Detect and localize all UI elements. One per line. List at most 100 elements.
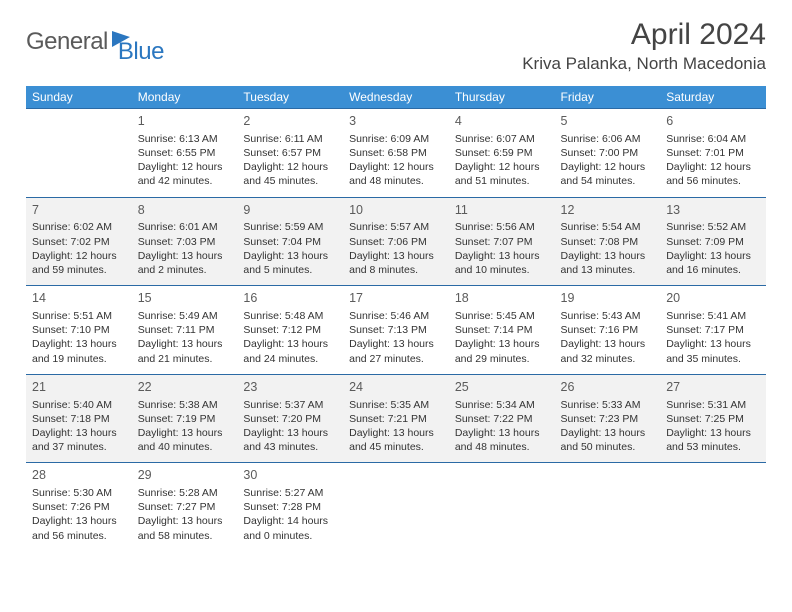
calendar-day-cell: 2Sunrise: 6:11 AMSunset: 6:57 PMDaylight… (237, 109, 343, 198)
day-number: 29 (138, 467, 232, 484)
sunrise-line: Sunrise: 5:45 AM (455, 309, 549, 323)
calendar-day-cell (26, 109, 132, 198)
daylight-line: Daylight: 13 hours and 19 minutes. (32, 337, 126, 365)
calendar-day-cell: 11Sunrise: 5:56 AMSunset: 7:07 PMDayligh… (449, 197, 555, 286)
sunrise-line: Sunrise: 6:06 AM (561, 132, 655, 146)
sunrise-line: Sunrise: 6:11 AM (243, 132, 337, 146)
calendar-day-cell: 3Sunrise: 6:09 AMSunset: 6:58 PMDaylight… (343, 109, 449, 198)
sunrise-line: Sunrise: 6:07 AM (455, 132, 549, 146)
day-number: 24 (349, 379, 443, 396)
page-header: General Blue April 2024 Kriva Palanka, N… (26, 18, 766, 74)
calendar-day-cell: 18Sunrise: 5:45 AMSunset: 7:14 PMDayligh… (449, 286, 555, 375)
calendar-day-cell (343, 463, 449, 551)
daylight-line: Daylight: 13 hours and 48 minutes. (455, 426, 549, 454)
day-number: 20 (666, 290, 760, 307)
daylight-line: Daylight: 14 hours and 0 minutes. (243, 514, 337, 542)
day-number: 10 (349, 202, 443, 219)
daylight-line: Daylight: 12 hours and 51 minutes. (455, 160, 549, 188)
sunrise-line: Sunrise: 5:59 AM (243, 220, 337, 234)
daylight-line: Daylight: 13 hours and 56 minutes. (32, 514, 126, 542)
calendar-week-row: 14Sunrise: 5:51 AMSunset: 7:10 PMDayligh… (26, 286, 766, 375)
sunset-line: Sunset: 7:17 PM (666, 323, 760, 337)
location-subtitle: Kriva Palanka, North Macedonia (522, 54, 766, 74)
daylight-line: Daylight: 13 hours and 53 minutes. (666, 426, 760, 454)
sunrise-line: Sunrise: 5:48 AM (243, 309, 337, 323)
calendar-day-cell: 13Sunrise: 5:52 AMSunset: 7:09 PMDayligh… (660, 197, 766, 286)
logo-text-2: Blue (118, 38, 164, 66)
sunrise-line: Sunrise: 5:54 AM (561, 220, 655, 234)
weekday-header-row: SundayMondayTuesdayWednesdayThursdayFrid… (26, 86, 766, 109)
weekday-header: Sunday (26, 86, 132, 109)
calendar-table: SundayMondayTuesdayWednesdayThursdayFrid… (26, 86, 766, 551)
day-number: 8 (138, 202, 232, 219)
sunrise-line: Sunrise: 5:33 AM (561, 398, 655, 412)
weekday-header: Wednesday (343, 86, 449, 109)
calendar-day-cell (660, 463, 766, 551)
sunset-line: Sunset: 7:22 PM (455, 412, 549, 426)
day-number: 14 (32, 290, 126, 307)
logo: General Blue (26, 18, 164, 66)
day-number: 9 (243, 202, 337, 219)
day-number: 21 (32, 379, 126, 396)
daylight-line: Daylight: 13 hours and 10 minutes. (455, 249, 549, 277)
calendar-day-cell: 29Sunrise: 5:28 AMSunset: 7:27 PMDayligh… (132, 463, 238, 551)
day-number: 16 (243, 290, 337, 307)
sunrise-line: Sunrise: 6:01 AM (138, 220, 232, 234)
sunrise-line: Sunrise: 5:37 AM (243, 398, 337, 412)
sunset-line: Sunset: 7:12 PM (243, 323, 337, 337)
sunset-line: Sunset: 7:04 PM (243, 235, 337, 249)
sunset-line: Sunset: 6:55 PM (138, 146, 232, 160)
daylight-line: Daylight: 13 hours and 2 minutes. (138, 249, 232, 277)
calendar-day-cell: 25Sunrise: 5:34 AMSunset: 7:22 PMDayligh… (449, 374, 555, 463)
day-number: 23 (243, 379, 337, 396)
sunrise-line: Sunrise: 5:57 AM (349, 220, 443, 234)
daylight-line: Daylight: 13 hours and 37 minutes. (32, 426, 126, 454)
daylight-line: Daylight: 13 hours and 35 minutes. (666, 337, 760, 365)
sunset-line: Sunset: 7:01 PM (666, 146, 760, 160)
sunrise-line: Sunrise: 6:13 AM (138, 132, 232, 146)
sunrise-line: Sunrise: 5:38 AM (138, 398, 232, 412)
calendar-day-cell: 5Sunrise: 6:06 AMSunset: 7:00 PMDaylight… (555, 109, 661, 198)
sunset-line: Sunset: 7:00 PM (561, 146, 655, 160)
daylight-line: Daylight: 13 hours and 43 minutes. (243, 426, 337, 454)
day-number: 27 (666, 379, 760, 396)
daylight-line: Daylight: 13 hours and 40 minutes. (138, 426, 232, 454)
calendar-week-row: 1Sunrise: 6:13 AMSunset: 6:55 PMDaylight… (26, 109, 766, 198)
day-number: 3 (349, 113, 443, 130)
calendar-day-cell: 12Sunrise: 5:54 AMSunset: 7:08 PMDayligh… (555, 197, 661, 286)
sunrise-line: Sunrise: 5:52 AM (666, 220, 760, 234)
weekday-header: Saturday (660, 86, 766, 109)
sunset-line: Sunset: 7:16 PM (561, 323, 655, 337)
sunrise-line: Sunrise: 5:35 AM (349, 398, 443, 412)
daylight-line: Daylight: 12 hours and 48 minutes. (349, 160, 443, 188)
sunset-line: Sunset: 7:03 PM (138, 235, 232, 249)
month-title: April 2024 (522, 18, 766, 52)
calendar-body: 1Sunrise: 6:13 AMSunset: 6:55 PMDaylight… (26, 109, 766, 551)
day-number: 12 (561, 202, 655, 219)
sunset-line: Sunset: 6:59 PM (455, 146, 549, 160)
sunset-line: Sunset: 7:20 PM (243, 412, 337, 426)
sunset-line: Sunset: 7:14 PM (455, 323, 549, 337)
sunset-line: Sunset: 7:26 PM (32, 500, 126, 514)
sunset-line: Sunset: 7:09 PM (666, 235, 760, 249)
calendar-week-row: 21Sunrise: 5:40 AMSunset: 7:18 PMDayligh… (26, 374, 766, 463)
day-number: 13 (666, 202, 760, 219)
sunrise-line: Sunrise: 5:31 AM (666, 398, 760, 412)
sunrise-line: Sunrise: 6:09 AM (349, 132, 443, 146)
sunset-line: Sunset: 7:07 PM (455, 235, 549, 249)
sunrise-line: Sunrise: 6:02 AM (32, 220, 126, 234)
sunset-line: Sunset: 7:06 PM (349, 235, 443, 249)
sunrise-line: Sunrise: 5:49 AM (138, 309, 232, 323)
title-block: April 2024 Kriva Palanka, North Macedoni… (522, 18, 766, 74)
daylight-line: Daylight: 13 hours and 29 minutes. (455, 337, 549, 365)
calendar-day-cell: 30Sunrise: 5:27 AMSunset: 7:28 PMDayligh… (237, 463, 343, 551)
sunset-line: Sunset: 7:25 PM (666, 412, 760, 426)
daylight-line: Daylight: 12 hours and 56 minutes. (666, 160, 760, 188)
sunset-line: Sunset: 7:23 PM (561, 412, 655, 426)
sunset-line: Sunset: 6:57 PM (243, 146, 337, 160)
daylight-line: Daylight: 13 hours and 32 minutes. (561, 337, 655, 365)
calendar-day-cell: 1Sunrise: 6:13 AMSunset: 6:55 PMDaylight… (132, 109, 238, 198)
weekday-header: Thursday (449, 86, 555, 109)
calendar-day-cell: 15Sunrise: 5:49 AMSunset: 7:11 PMDayligh… (132, 286, 238, 375)
day-number: 25 (455, 379, 549, 396)
